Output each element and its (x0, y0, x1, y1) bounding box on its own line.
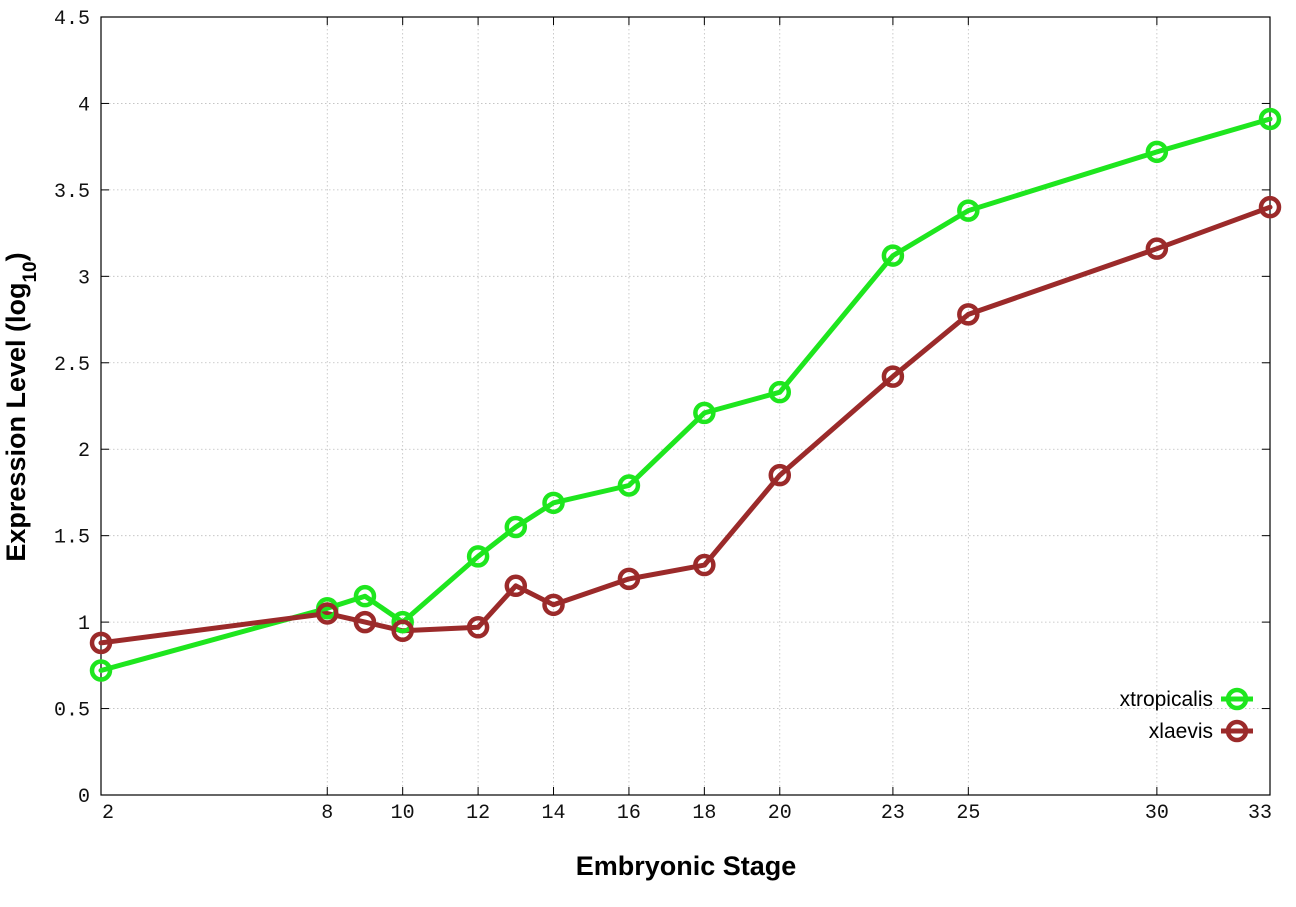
data-point-xlaevis (353, 610, 377, 634)
x-tick-label: 23 (881, 802, 905, 825)
y-axis-title-main: Expression Level (log (1, 283, 31, 562)
x-tick-label: 30 (1145, 802, 1169, 825)
y-tick-label: 3.5 (54, 181, 90, 204)
y-axis-title-subscript: 10 (20, 261, 41, 282)
x-tick-label: 14 (542, 802, 566, 825)
data-point-xtropicalis (542, 491, 565, 515)
data-point-xtropicalis (1145, 140, 1169, 164)
data-point-xlaevis (617, 567, 641, 591)
x-tick-label: 18 (692, 802, 716, 825)
plot-frame (100, 16, 1271, 796)
data-point-xlaevis (316, 602, 339, 625)
data-point-xlaevis (89, 631, 113, 655)
data-point-xtropicalis (881, 244, 905, 267)
x-tick-label: 2 (102, 802, 114, 825)
y-tick-label: 2.5 (54, 354, 90, 377)
y-tick-label: 4 (78, 94, 90, 117)
data-point-xlaevis (693, 553, 716, 577)
data-point-xlaevis (504, 574, 528, 598)
y-axis-title: Expression Level (log10) (1, 252, 41, 561)
data-point-xtropicalis (693, 401, 716, 425)
data-point-xtropicalis (89, 659, 113, 682)
x-tick-label: 10 (391, 802, 415, 825)
series-line-xtropicalis (98, 116, 1273, 673)
data-point-xlaevis (391, 619, 414, 643)
y-tick-label: 0.5 (54, 700, 90, 723)
x-tick-label: 8 (321, 802, 333, 825)
data-point-xtropicalis (353, 584, 377, 608)
data-point-xtropicalis (768, 380, 792, 404)
grid-layer (101, 17, 1270, 795)
data-point-xlaevis (1145, 237, 1169, 260)
data-point-xlaevis (957, 303, 980, 326)
data-point-xtropicalis (1258, 107, 1282, 131)
data-point-xtropicalis (466, 545, 490, 568)
y-tick-label: 1 (78, 613, 90, 636)
series-layer (89, 107, 1282, 682)
y-tick-label: 1.5 (54, 527, 90, 550)
data-point-xtropicalis (391, 610, 414, 634)
legend-marker-xlaevis (1225, 719, 1249, 743)
series-line-xlaevis (98, 204, 1273, 646)
y-tick-label: 0 (78, 786, 90, 809)
data-point-xlaevis (542, 593, 565, 617)
data-point-xlaevis (768, 463, 792, 487)
x-tick-label: 16 (617, 802, 641, 825)
data-point-xlaevis (466, 616, 490, 639)
ticks-layer: 0 0.5 1 1.5 2 2.5 3 3.5 4 4.5 2 8 10 12 14 16 18 20 23 25 30… (54, 8, 1272, 825)
data-point-xtropicalis (957, 199, 980, 222)
x-axis-title: Embryonic Stage (576, 851, 797, 881)
data-point-xlaevis (881, 365, 905, 388)
y-axis-title-close: ) (1, 252, 31, 261)
data-point-xtropicalis (504, 515, 528, 539)
y-tick-label: 4.5 (54, 8, 90, 31)
y-tick-label: 2 (78, 440, 90, 463)
data-point-xtropicalis (617, 474, 641, 497)
legend-label-xlaevis: xlaevis (1149, 720, 1213, 743)
x-tick-label: 25 (956, 802, 980, 825)
data-point-xlaevis (1258, 195, 1282, 219)
y-tick-label: 3 (78, 267, 90, 290)
legend: xtropicalis xlaevis (1120, 687, 1253, 743)
x-tick-label: 20 (768, 802, 792, 825)
legend-label-xtropicalis: xtropicalis (1120, 688, 1213, 711)
legend-marker-xtropicalis (1225, 687, 1249, 711)
x-tick-label: 33 (1248, 802, 1272, 825)
x-tick-label: 12 (466, 802, 490, 825)
